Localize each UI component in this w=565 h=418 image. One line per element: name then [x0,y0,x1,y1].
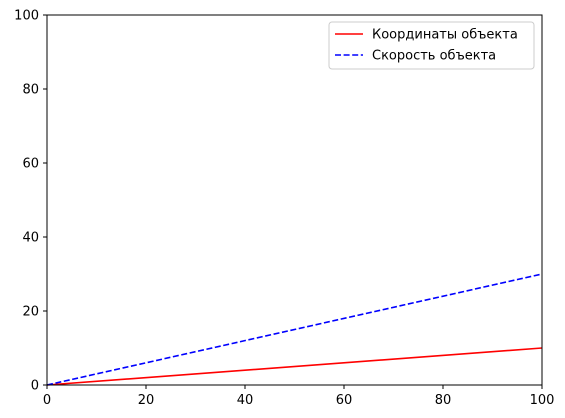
x-tick-label-2: 40 [237,393,254,408]
y-tick-label-1: 20 [22,305,39,320]
legend: Координаты объекта Скорость объекта [328,21,535,70]
y-tick-label-0: 0 [31,379,39,394]
y-tick-label-3: 60 [22,157,39,172]
plot-background [47,15,542,385]
legend-box [328,21,535,70]
y-tick-label-2: 40 [22,231,39,246]
series-layer [46,273,543,386]
legend-label-1: Скорость объекта [372,49,496,64]
y-axis: 0 20 40 60 80 100 [14,9,47,394]
x-tick-label-4: 80 [435,393,452,408]
x-tick-label-0: 0 [43,393,51,408]
y-tick-label-4: 80 [22,83,39,98]
x-tick-label-3: 60 [336,393,353,408]
plot-frame [46,14,543,386]
legend-label-0: Координаты объекта [372,28,518,43]
series-line-0 [46,347,543,386]
x-tick-label-1: 20 [138,393,155,408]
y-tick-label-5: 100 [14,9,39,24]
series-line-1 [46,273,543,386]
x-tick-label-5: 100 [530,393,555,408]
x-axis: 0 20 40 60 80 100 [43,385,555,408]
